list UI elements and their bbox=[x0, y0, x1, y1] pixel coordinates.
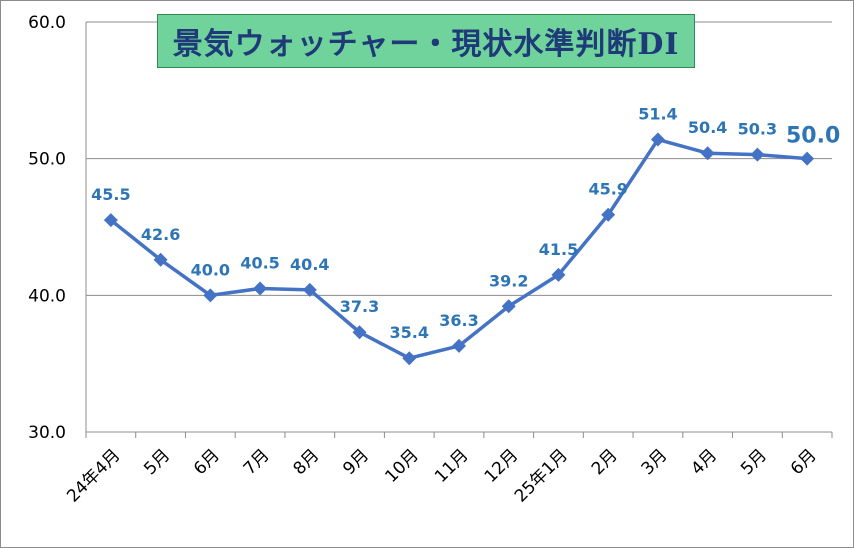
data-point bbox=[103, 213, 118, 228]
data-label: 41.5 bbox=[539, 240, 578, 259]
y-tick-label: 50.0 bbox=[28, 150, 66, 170]
x-tick-label: 3月 bbox=[638, 445, 672, 479]
data-label: 35.4 bbox=[390, 323, 429, 342]
data-point bbox=[551, 267, 566, 282]
data-point bbox=[253, 281, 268, 296]
data-label: 36.3 bbox=[439, 311, 478, 330]
data-point bbox=[700, 146, 715, 161]
data-point bbox=[501, 299, 516, 314]
y-tick-label: 60.0 bbox=[28, 13, 66, 33]
x-tick-label: 9月 bbox=[339, 445, 373, 479]
data-point bbox=[352, 325, 367, 340]
y-tick-label: 40.0 bbox=[28, 286, 66, 306]
data-label: 40.5 bbox=[240, 254, 279, 273]
x-tick-label: 11月 bbox=[431, 445, 472, 486]
x-tick-label: 4月 bbox=[687, 445, 721, 479]
x-tick-label: 6月 bbox=[190, 445, 224, 479]
x-tick-label: 25年1月 bbox=[511, 445, 572, 506]
data-point bbox=[452, 338, 466, 353]
data-label: 40.0 bbox=[191, 260, 230, 279]
x-tick-label: 2月 bbox=[588, 445, 622, 479]
axes bbox=[85, 22, 833, 438]
chart-title: 景気ウォッチャー・現状水準判断DI bbox=[157, 14, 695, 68]
x-tick-label: 24年4月 bbox=[63, 445, 124, 506]
x-tick-label: 10月 bbox=[381, 445, 422, 486]
data-label: 50.4 bbox=[688, 118, 727, 137]
y-tick-label: 30.0 bbox=[28, 423, 66, 443]
x-tick-label: 8月 bbox=[290, 445, 324, 479]
y-tick-labels: 30.0 40.0 50.0 60.0 bbox=[28, 13, 66, 443]
data-label: 40.4 bbox=[290, 255, 329, 274]
data-point bbox=[402, 351, 417, 366]
data-point bbox=[750, 147, 765, 162]
series-markers bbox=[103, 132, 815, 366]
data-point bbox=[800, 151, 815, 166]
data-label: 45.5 bbox=[91, 185, 130, 204]
data-point bbox=[601, 207, 616, 222]
data-label: 50.0 bbox=[786, 124, 840, 149]
data-label: 42.6 bbox=[141, 225, 180, 244]
data-label: 50.3 bbox=[738, 120, 777, 139]
data-labels: 45.5 42.6 40.0 40.5 40.4 37.3 35.4 36.3 39.2 41.5… bbox=[91, 105, 840, 343]
x-tick-label: 12月 bbox=[481, 445, 522, 486]
x-tick-label: 5月 bbox=[140, 445, 174, 479]
data-point bbox=[203, 288, 218, 303]
data-label: 37.3 bbox=[340, 297, 379, 316]
data-point bbox=[302, 282, 317, 297]
data-label: 51.4 bbox=[638, 105, 677, 124]
x-tick-label: 6月 bbox=[787, 445, 821, 479]
data-label: 39.2 bbox=[489, 271, 528, 290]
data-point bbox=[153, 252, 168, 267]
x-tick-label: 5月 bbox=[737, 445, 771, 479]
data-point bbox=[650, 132, 665, 147]
data-label: 45.9 bbox=[588, 180, 627, 199]
x-tick-label: 7月 bbox=[240, 445, 274, 479]
